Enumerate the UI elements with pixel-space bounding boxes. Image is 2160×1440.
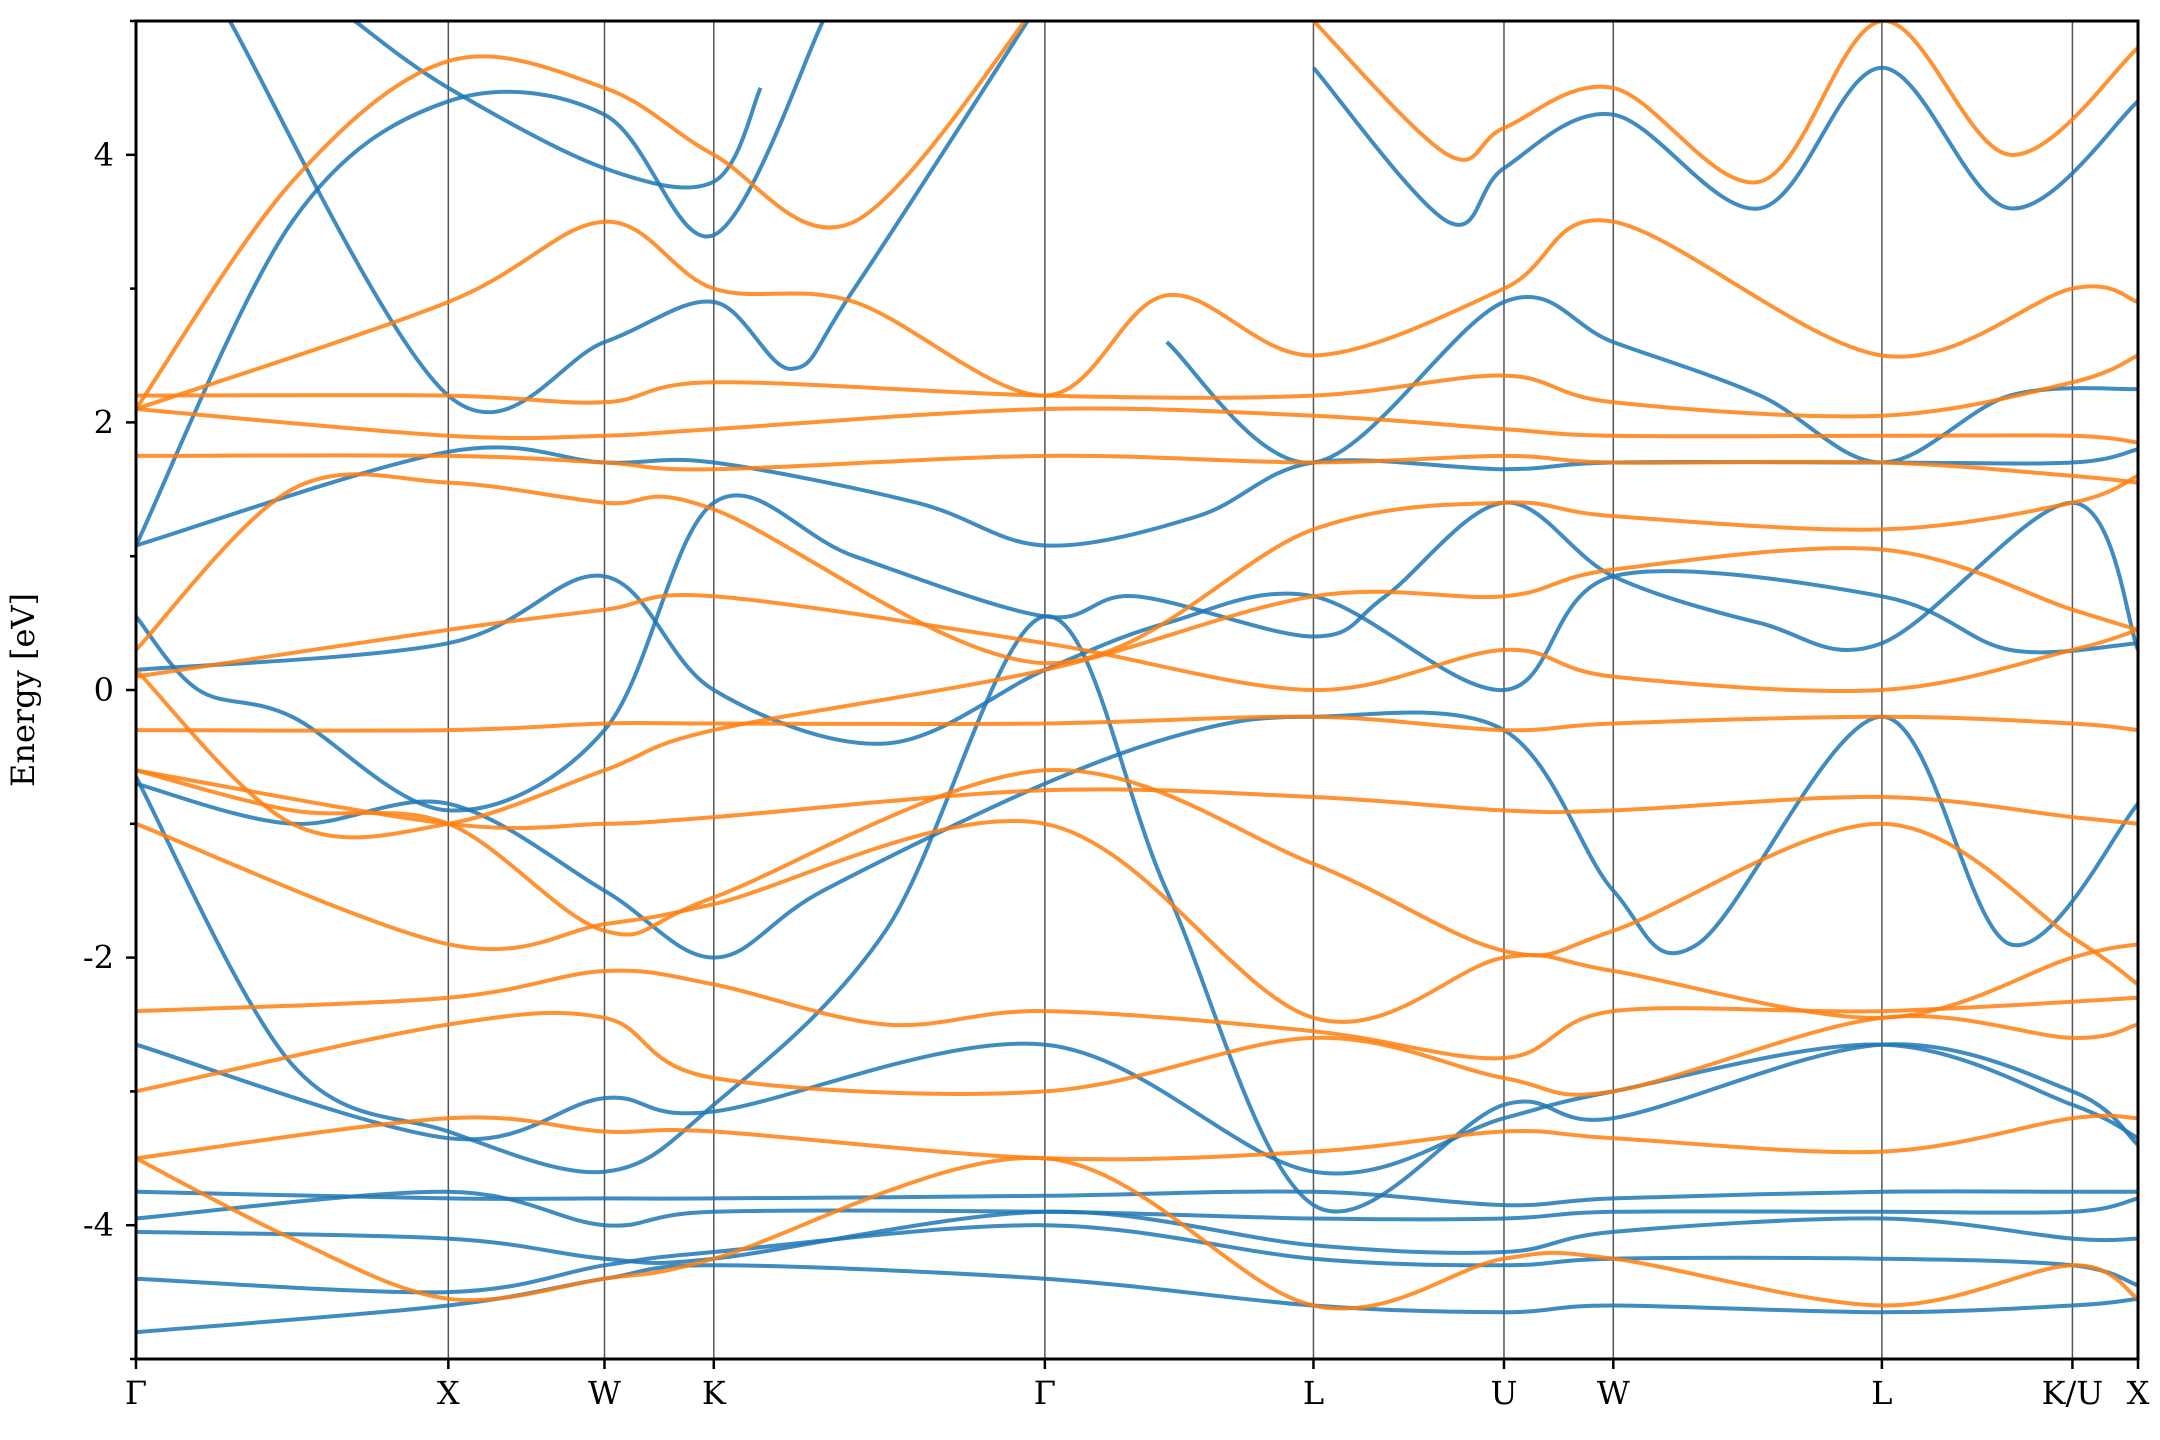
x-tick-label: K/U (2042, 1374, 2104, 1412)
band-line (136, 714, 2138, 733)
x-axis-ticks: Γ X W K Γ L U W L K/U X (125, 1359, 2150, 1412)
x-tick-label: L (1303, 1374, 1324, 1412)
band-line (136, 21, 1028, 411)
y-tick-label: 0 (94, 671, 114, 709)
band-line (1311, 65, 2138, 227)
band-line (136, 493, 2138, 813)
band-line (136, 406, 2138, 445)
x-tick-label: U (1490, 1374, 1517, 1412)
x-tick-label: W (1597, 1374, 1630, 1412)
band-line (136, 546, 2138, 840)
band-line (136, 1189, 2138, 1228)
y-axis-label: Energy [eV] (4, 593, 42, 787)
band-line (136, 21, 825, 547)
band-line (136, 614, 2138, 1214)
band-line (136, 592, 2138, 694)
y-tick-label: -2 (83, 939, 114, 977)
band-line (136, 1113, 2138, 1162)
x-tick-label: Γ (1034, 1374, 1056, 1412)
y-axis-ticks: 4 2 0 -2 -4 (83, 19, 136, 1361)
band-line (136, 768, 2138, 830)
band-line (136, 472, 2138, 666)
x-tick-label: Γ (125, 1374, 147, 1412)
band-line (227, 21, 1031, 415)
band-line (136, 1155, 2138, 1311)
y-tick-label: -4 (83, 1206, 114, 1244)
band-line (136, 818, 2138, 1024)
band-line (353, 21, 763, 190)
series-1 (136, 21, 2138, 1311)
band-line (136, 768, 2138, 987)
band-line (136, 218, 2138, 411)
x-tick-label: W (588, 1374, 621, 1412)
band-line (136, 453, 2138, 485)
series-0 (136, 21, 2138, 1335)
x-tick-label: L (1871, 1374, 1892, 1412)
band-line (136, 1209, 2138, 1266)
x-tick-label: X (437, 1374, 460, 1412)
band-line (136, 1189, 2138, 1208)
band-line (136, 1223, 2138, 1295)
band-line (136, 353, 2138, 419)
band-line (136, 968, 2138, 1061)
y-tick-label: 4 (94, 136, 114, 174)
bands (136, 21, 2138, 1335)
x-tick-label: K (702, 1374, 727, 1412)
x-tick-label: X (2127, 1374, 2150, 1412)
band-line (1312, 21, 2138, 185)
y-tick-label: 2 (94, 403, 114, 441)
